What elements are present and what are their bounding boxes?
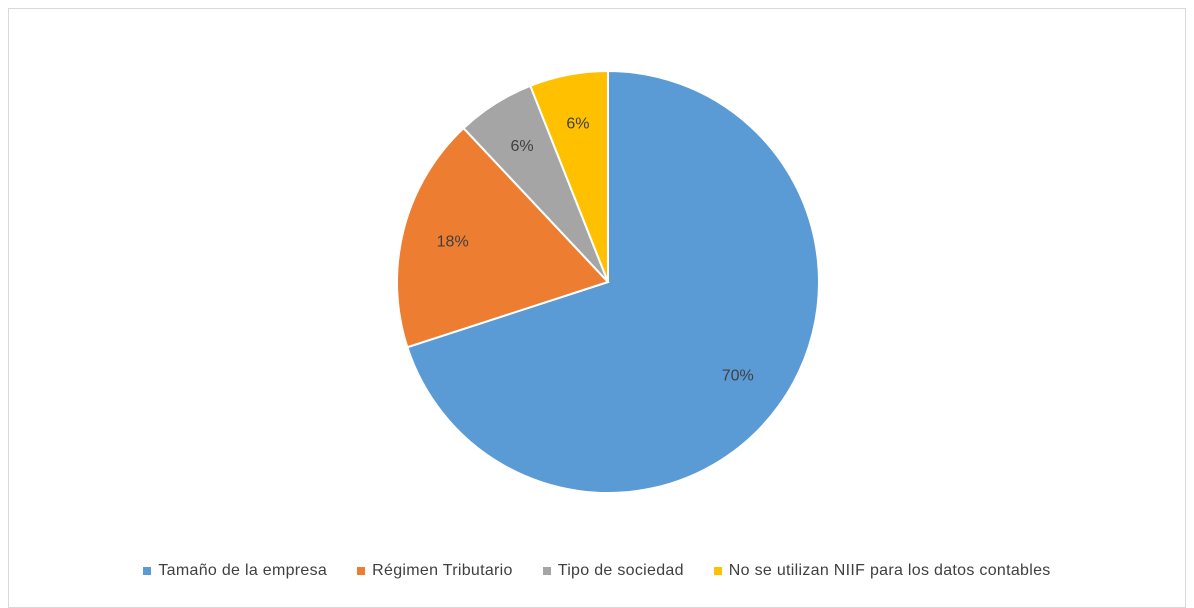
pie-slice-regimen: [396, 126, 610, 349]
data-label-tipo: 6%: [511, 138, 534, 155]
legend-label-tipo: Tipo de sociedad: [557, 562, 684, 579]
legend-label-niif: No se utilizan NIIF para los datos conta…: [728, 562, 1051, 579]
legend: Tamaño de la empresa Régimen Tributario …: [0, 562, 1194, 580]
legend-label-regimen: Régimen Tributario: [372, 562, 513, 579]
data-label-tamano: 70%: [722, 367, 754, 384]
legend-label-tamano: Tamaño de la empresa: [158, 562, 328, 579]
legend-swatch-niif: [713, 567, 722, 575]
data-label-niif: 6%: [566, 116, 589, 133]
legend-item-tamano: Tamaño de la empresa: [143, 562, 327, 580]
data-label-regimen: 18%: [437, 233, 469, 250]
legend-swatch-tamano: [143, 567, 152, 575]
pie-slice-tamano: [406, 69, 820, 494]
legend-item-tipo: Tipo de sociedad: [542, 562, 684, 580]
pie-slice-niif: [529, 69, 609, 283]
legend-item-regimen: Régimen Tributario: [357, 562, 513, 580]
legend-swatch-regimen: [357, 567, 366, 575]
legend-swatch-tipo: [542, 567, 551, 575]
legend-item-niif: No se utilizan NIIF para los datos conta…: [713, 562, 1051, 580]
